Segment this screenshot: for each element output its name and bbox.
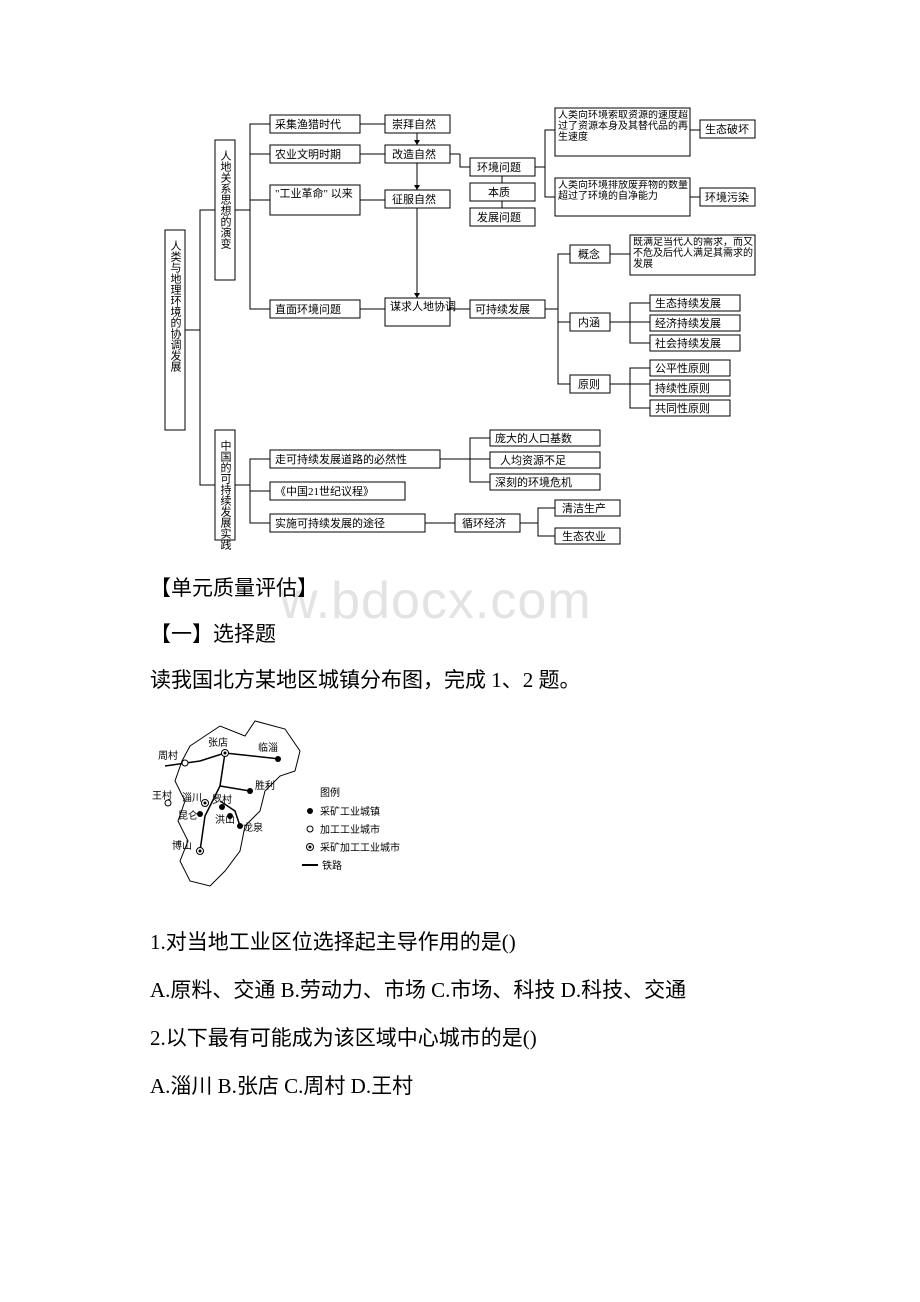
legend-l4: 铁路	[322, 859, 342, 872]
n29: 实施可持续发展的途径	[275, 516, 385, 530]
n8: 谋求人地协调	[390, 299, 456, 313]
q2-stem: 2.以下最有可能成为该区域中心城市的是()	[150, 1019, 770, 1059]
n35: 生态农业	[562, 529, 606, 543]
p6: 淄川	[182, 792, 202, 804]
n3: "工业革命" 以来	[275, 186, 353, 200]
p1: 周村	[158, 749, 178, 762]
n19: 环境污染	[705, 190, 749, 204]
p5: 王村	[152, 789, 172, 802]
n23: 社会持续发展	[655, 336, 721, 350]
n32: 深刻的环境危机	[495, 475, 572, 489]
n13: 概念	[578, 247, 600, 261]
n5: 崇拜自然	[392, 117, 436, 131]
n22: 经济持续发展	[655, 316, 721, 330]
n15: 原则	[578, 378, 600, 391]
n6: 改造自然	[392, 147, 436, 161]
n24: 公平性原则	[655, 361, 710, 375]
n18: 生态破坏	[705, 122, 749, 136]
n7: 征服自然	[392, 192, 436, 206]
section-1: 【单元质量评估】	[150, 570, 770, 608]
watermark-row: 【单元质量评估】 w.bdocx.com	[150, 570, 770, 608]
p10: 龙泉	[243, 821, 263, 834]
p3: 临淄	[258, 741, 278, 754]
n16: 人类向环境索取资源的速度超过了资源本身及其替代品的再生速度	[558, 110, 688, 143]
n31: 人均资源不足	[500, 453, 566, 467]
n30: 庞大的人口基数	[495, 431, 572, 445]
branch1-label: 人地关系思想的演变	[219, 150, 232, 250]
n34: 清洁生产	[562, 501, 606, 515]
p7: 昆仑	[178, 809, 198, 822]
n20: 既满足当代人的需求，而又不危及后代人满足其需求的发展	[633, 237, 753, 270]
q2-options: A.淄川 B.张店 C.周村 D.王村	[150, 1067, 770, 1107]
n2: 农业文明时期	[275, 147, 341, 161]
legend-l2: 加工工业城市	[320, 823, 380, 836]
n14: 内涵	[578, 315, 600, 329]
p11: 博山	[172, 839, 192, 852]
q1-options: A.原料、交通 B.劳动力、市场 C.市场、科技 D.科技、交通	[150, 971, 770, 1011]
n9: 环境问题	[477, 160, 521, 174]
n21: 生态持续发展	[655, 296, 721, 310]
n1: 采集渔猎时代	[275, 117, 341, 131]
n25: 持续性原则	[655, 381, 710, 395]
concept-diagram: 人类与地理环境的协调发展 人地关系思想的演变 中国的可持续发展实践 采集渔猎时代…	[160, 100, 760, 550]
n26: 共同性原则	[655, 401, 710, 415]
q1-stem: 1.对当地工业区位选择起主导作用的是()	[150, 923, 770, 963]
region-map: 周村 张店 临淄 胜利 王村 淄川 昆仑 罗村 洪山 龙泉 博山 图例 采矿工业…	[150, 711, 410, 911]
root-label: 人类与地理环境的协调发展	[169, 240, 182, 373]
legend-title: 图例	[320, 786, 340, 799]
legend-l3: 采矿加工工业城市	[320, 841, 400, 854]
n10: 本质	[488, 185, 510, 199]
p2: 张店	[208, 736, 228, 749]
p8: 罗村	[212, 793, 232, 806]
n33: 循环经济	[462, 516, 506, 530]
section-2: 【一】选择题	[150, 616, 770, 654]
n12: 可持续发展	[475, 302, 530, 316]
p4: 胜利	[255, 780, 275, 792]
n4: 直面环境问题	[275, 302, 341, 316]
n17: 人类向环境排放废弃物的数量超过了环境的自净能力	[558, 180, 688, 202]
branch2-label: 中国的可持续发展实践	[219, 440, 232, 550]
n27: 走可持续发展道路的必然性	[275, 452, 407, 466]
p9: 洪山	[215, 814, 235, 826]
legend-l1: 采矿工业城镇	[320, 805, 380, 818]
n11: 发展问题	[477, 210, 521, 224]
intro-text: 读我国北方某地区城镇分布图，完成 1、2 题。	[150, 662, 770, 700]
n28: 《中国21世纪议程》	[275, 485, 374, 498]
